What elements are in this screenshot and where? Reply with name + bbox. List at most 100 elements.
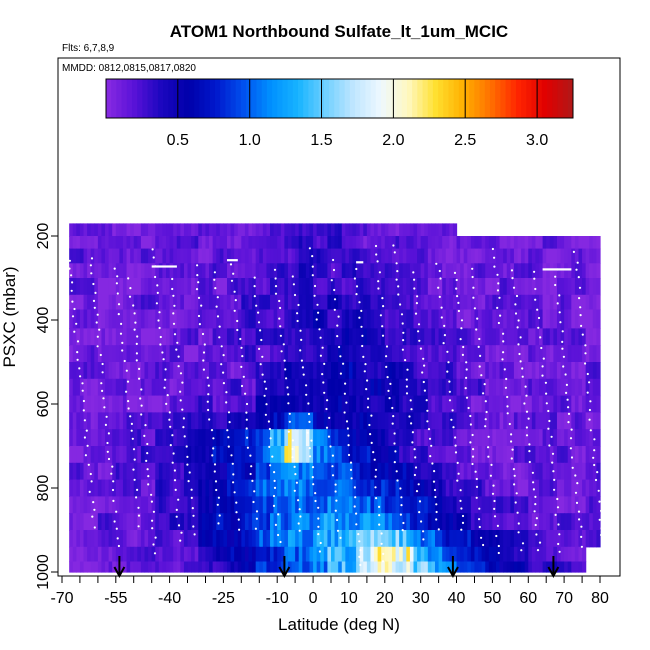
heatmap-cell <box>470 378 476 397</box>
heatmap-cell <box>574 462 580 481</box>
heatmap-cell <box>556 462 562 481</box>
heatmap-cell <box>209 546 214 563</box>
heatmap-cell <box>144 236 149 250</box>
heatmap-cell <box>539 561 544 573</box>
heatmap-cell <box>460 446 465 464</box>
heatmap-cell <box>513 496 519 514</box>
track-point <box>207 384 210 387</box>
track-point <box>177 524 181 527</box>
heatmap-cell <box>302 479 307 497</box>
heatmap-cell <box>510 278 515 296</box>
heatmap-cell <box>148 395 153 413</box>
track-point <box>278 317 281 320</box>
heatmap-cell <box>277 496 282 514</box>
heatmap-cell <box>556 429 562 447</box>
heatmap-cell <box>126 395 131 413</box>
track-point <box>395 262 398 265</box>
track-point <box>365 388 368 391</box>
heatmap-cell <box>137 513 142 531</box>
heatmap-cell <box>374 362 379 380</box>
heatmap-cell <box>223 395 228 413</box>
track-point <box>514 312 518 315</box>
track-point <box>264 413 267 416</box>
track-point <box>212 447 215 450</box>
heatmap-cell <box>212 561 217 573</box>
heatmap-cell <box>194 429 199 447</box>
heatmap-cell <box>97 236 103 250</box>
heatmap-cell <box>470 345 476 363</box>
heatmap-cell <box>592 412 598 430</box>
heatmap-cell <box>564 309 569 329</box>
heatmap-cell <box>87 513 92 531</box>
heatmap-cell <box>553 248 558 264</box>
heatmap-cell <box>173 378 178 397</box>
heatmap-cell <box>191 345 196 363</box>
heatmap-cell <box>381 446 386 464</box>
heatmap-cell <box>560 309 565 329</box>
heatmap-cell <box>183 429 189 447</box>
heatmap-cell <box>517 429 522 447</box>
heatmap-cell <box>244 362 250 380</box>
heatmap-cell <box>287 223 293 237</box>
heatmap-cell <box>399 328 404 346</box>
heatmap-cell <box>115 248 120 264</box>
heatmap-cell <box>521 328 526 346</box>
heatmap-cell <box>298 530 303 548</box>
heatmap-cell <box>144 263 149 279</box>
colorbar-swatch <box>157 79 164 118</box>
heatmap-cell <box>338 345 343 363</box>
track-point <box>347 453 351 457</box>
heatmap-cell <box>395 412 400 430</box>
track-point <box>395 470 398 473</box>
colorbar-swatch <box>209 79 216 118</box>
heatmap-cell <box>323 278 329 296</box>
heatmap-cell <box>126 263 131 279</box>
heatmap-cell <box>356 236 361 250</box>
heatmap-cell <box>209 294 214 311</box>
heatmap-cell <box>291 395 296 413</box>
heatmap-cell <box>234 236 239 250</box>
heatmap-cell <box>280 530 285 548</box>
track-point <box>127 407 130 410</box>
heatmap-cell <box>87 395 92 413</box>
heatmap-cell <box>474 429 479 447</box>
heatmap-cell <box>130 496 135 514</box>
heatmap-cell <box>302 294 307 311</box>
heatmap-cell <box>331 513 336 531</box>
track-point <box>457 472 460 475</box>
heatmap-cell <box>384 294 389 311</box>
heatmap-cell <box>101 248 106 264</box>
heatmap-cell <box>287 278 293 296</box>
heatmap-cell <box>427 362 433 380</box>
track-point <box>135 342 138 345</box>
heatmap-cell <box>72 496 77 514</box>
heatmap-cell <box>560 378 565 397</box>
heatmap-cell <box>140 248 146 264</box>
track-point <box>588 418 591 421</box>
heatmap-cell <box>266 530 271 548</box>
heatmap-cell <box>499 362 504 380</box>
track-point <box>478 337 481 341</box>
track-point <box>382 305 385 308</box>
heatmap-cell <box>585 263 590 279</box>
heatmap-cell <box>388 546 393 563</box>
heatmap-cell <box>216 378 221 397</box>
heatmap-cell <box>287 546 293 563</box>
heatmap-cell <box>449 561 454 573</box>
heatmap-cell <box>359 378 364 397</box>
heatmap-cell <box>485 513 490 531</box>
track-point <box>273 486 277 489</box>
track-point <box>81 389 84 392</box>
track-point <box>233 290 236 293</box>
heatmap-cell <box>191 546 196 563</box>
heatmap-cell <box>442 309 447 329</box>
heatmap-cell <box>524 546 529 563</box>
heatmap-cell <box>546 395 551 413</box>
heatmap-cell <box>402 223 407 237</box>
heatmap-cell <box>564 496 569 514</box>
track-point <box>85 429 88 432</box>
heatmap-cell <box>216 395 221 413</box>
track-point <box>225 391 228 394</box>
heatmap-cell <box>517 446 522 464</box>
